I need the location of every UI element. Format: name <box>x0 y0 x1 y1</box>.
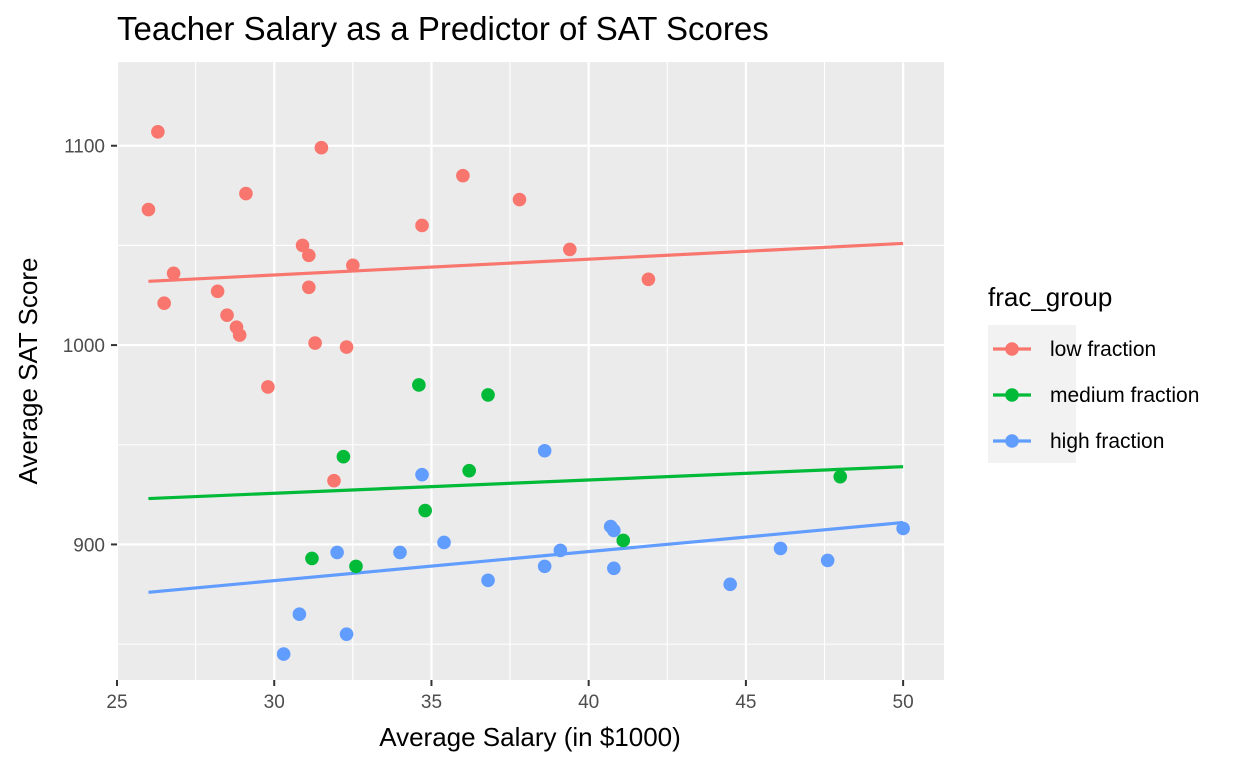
x-tick-label: 25 <box>106 692 127 713</box>
data-point <box>481 388 495 402</box>
data-point <box>210 284 225 299</box>
data-point <box>553 543 568 558</box>
y-tick-label: 1000 <box>63 336 105 357</box>
data-point <box>512 192 527 207</box>
data-point <box>563 242 577 257</box>
data-points <box>141 124 910 661</box>
data-point <box>537 559 552 574</box>
data-point <box>393 545 407 560</box>
data-point <box>820 553 835 568</box>
grid-lines <box>115 62 944 680</box>
data-point <box>481 573 495 588</box>
data-point <box>292 607 307 622</box>
data-point <box>437 535 451 550</box>
data-point <box>723 577 737 592</box>
data-point <box>295 238 310 253</box>
data-point <box>314 140 329 155</box>
data-point <box>833 469 848 484</box>
data-point <box>773 541 788 556</box>
legend-label: medium fraction <box>1050 384 1199 407</box>
data-point <box>641 272 656 287</box>
legend-title: frac_group <box>988 282 1112 312</box>
data-point <box>339 340 354 354</box>
x-tick-label: 40 <box>578 692 599 713</box>
y-axis-title: Average SAT Score <box>13 258 43 485</box>
legend-key-point <box>1005 388 1019 402</box>
trend-line <box>148 520 904 594</box>
data-point <box>346 258 360 273</box>
trend-line <box>148 241 904 283</box>
x-tick-label: 50 <box>893 692 914 713</box>
data-point <box>418 503 432 518</box>
data-point <box>415 218 429 233</box>
x-tick-label: 30 <box>264 692 285 713</box>
x-tick-label: 45 <box>735 692 756 713</box>
legend-label: high fraction <box>1050 430 1164 453</box>
data-point <box>456 168 470 183</box>
data-point <box>166 266 181 281</box>
data-point <box>462 463 476 478</box>
data-point <box>305 551 319 566</box>
data-point <box>157 296 171 311</box>
y-tick-label: 1100 <box>64 137 105 158</box>
data-point <box>302 248 316 263</box>
data-point <box>141 202 156 217</box>
trend-line <box>148 465 904 501</box>
data-point <box>607 523 621 538</box>
data-point <box>232 328 247 342</box>
data-point <box>330 545 344 560</box>
chart-title: Teacher Salary as a Predictor of SAT Sco… <box>117 10 769 47</box>
data-point <box>220 308 234 322</box>
y-tick-label: 900 <box>73 535 105 556</box>
data-point <box>415 467 429 482</box>
data-point <box>339 627 354 641</box>
x-axis-title: Average Salary (in $1000) <box>379 722 681 752</box>
data-point <box>276 647 291 661</box>
data-point <box>412 378 426 392</box>
legend: frac_group low fraction medium fraction hi… <box>988 282 1199 463</box>
trend-lines <box>148 241 904 594</box>
data-point <box>607 561 621 576</box>
data-point <box>302 280 316 295</box>
data-point <box>349 559 363 574</box>
data-point <box>616 533 631 548</box>
data-point <box>239 186 253 201</box>
data-point <box>336 449 351 464</box>
plot-panel <box>117 62 944 680</box>
data-point <box>896 521 910 536</box>
data-point <box>308 336 322 350</box>
legend-key-point <box>1005 434 1019 448</box>
data-point <box>327 473 341 488</box>
data-point <box>261 380 275 394</box>
data-point <box>151 124 165 139</box>
data-point <box>537 443 552 458</box>
axes: 25 30 35 40 45 50 900 1000 1100 <box>63 137 914 713</box>
x-tick-label: 35 <box>421 692 442 713</box>
legend-key-point <box>1005 342 1019 356</box>
legend-label: low fraction <box>1050 338 1156 361</box>
